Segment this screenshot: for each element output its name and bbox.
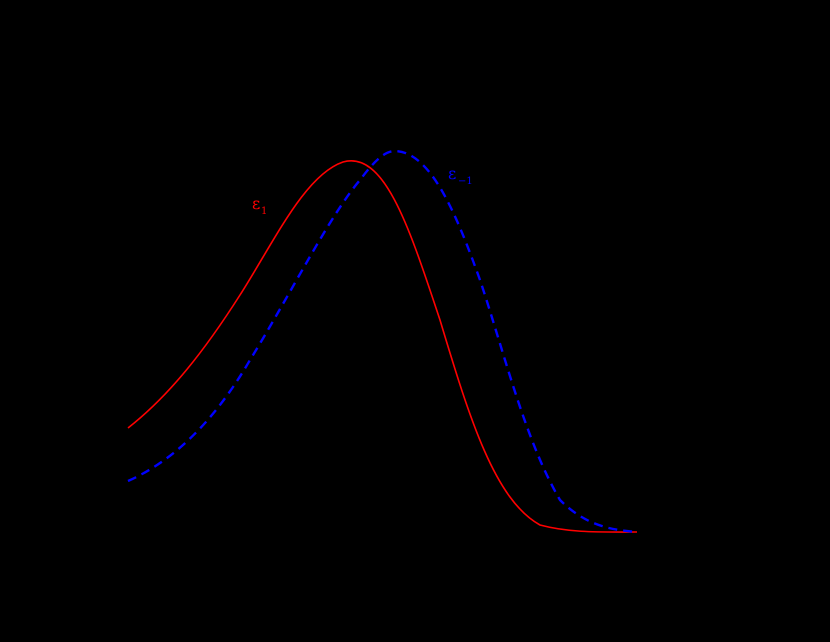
label-epsilon-1-sub: 1 (261, 206, 267, 217)
label-epsilon-1: ε 1 (252, 194, 267, 217)
series-epsilon-1-line (127, 160, 638, 533)
label-epsilon-minus-1: ε −1 (448, 164, 473, 187)
label-epsilon-minus-1-main: ε (448, 164, 456, 183)
label-epsilon-1-main: ε (252, 194, 260, 213)
series-epsilon-minus-1-line (127, 149, 638, 534)
label-epsilon-minus-1-sub: −1 (458, 176, 473, 187)
